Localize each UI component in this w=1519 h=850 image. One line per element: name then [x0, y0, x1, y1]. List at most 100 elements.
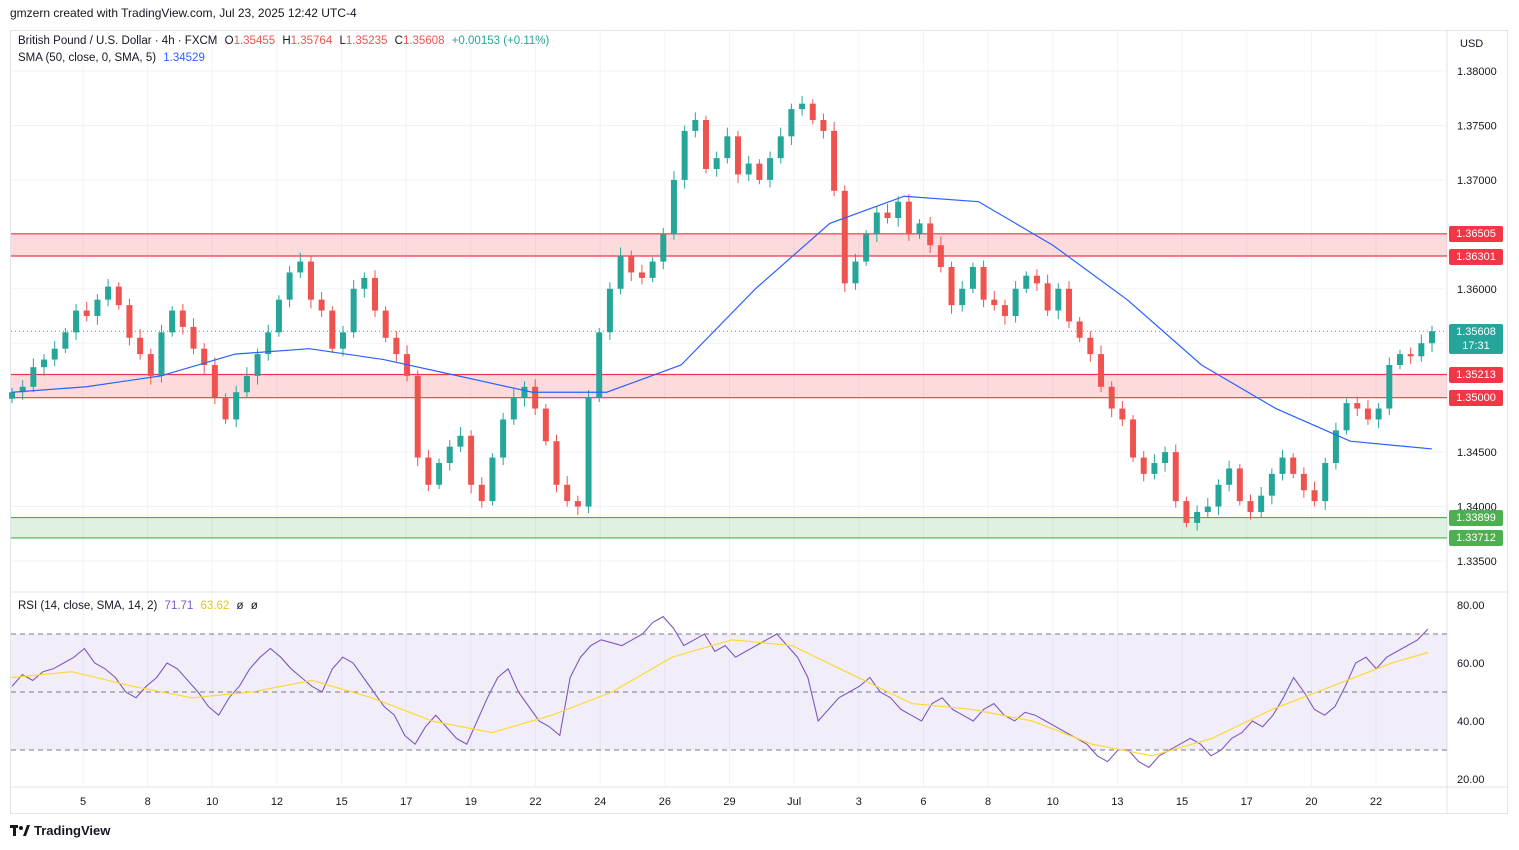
candle-body	[1268, 473, 1275, 496]
candle-body	[521, 386, 528, 398]
candle-body	[126, 305, 133, 338]
candle-body	[532, 386, 539, 409]
candle-body	[681, 130, 688, 180]
zone-mid[interactable]	[11, 374, 1447, 398]
close-label: C1.35608	[394, 35, 445, 47]
candle-body	[670, 179, 677, 235]
candle-body	[425, 457, 432, 485]
candle-body	[628, 256, 635, 273]
support-bottom-tag: 1.33712	[1449, 530, 1503, 546]
candle-body	[1364, 408, 1371, 420]
candle-body	[542, 408, 549, 442]
candle-body	[895, 201, 902, 218]
price-axis-label: 1.33500	[1457, 556, 1497, 568]
chart-frame	[10, 30, 1508, 814]
candle-body	[959, 288, 966, 306]
candle-body	[190, 326, 197, 349]
candle-body	[1300, 473, 1307, 491]
candle-body	[382, 310, 389, 338]
zone-resistance[interactable]	[11, 233, 1447, 257]
time-axis-label: 22	[529, 796, 541, 808]
candle-body	[820, 120, 827, 131]
rsi-legend: RSI (14, close, SMA, 14, 2) 71.71 63.62 …	[18, 600, 262, 612]
candle-body	[1183, 501, 1190, 523]
candle-body	[41, 359, 48, 368]
candle-body	[713, 158, 720, 169]
candle-body	[617, 256, 624, 289]
current-price-tag: 1.35608 17:31	[1449, 324, 1503, 354]
candle-body	[73, 310, 80, 333]
candle-body	[1236, 468, 1243, 502]
candle-body	[969, 267, 976, 289]
mid-bottom-tag: 1.35000	[1449, 390, 1503, 406]
candle-body	[1076, 321, 1083, 338]
main-legend: British Pound / U.S. Dollar · 4h · FXCM …	[18, 35, 553, 47]
sma-legend: SMA (50, close, 0, SMA, 5) 1.34529	[18, 52, 209, 64]
candle-body	[702, 120, 709, 169]
rsi-axis-label: 20.00	[1457, 774, 1485, 786]
time-axis-label: 24	[594, 796, 606, 808]
change-value: +0.00153 (+0.11%)	[451, 35, 550, 47]
candle-body	[799, 103, 806, 110]
candle-body	[1151, 463, 1158, 474]
candle-body	[1204, 506, 1211, 512]
candle-body	[1386, 365, 1393, 409]
time-axis-label: 10	[206, 796, 218, 808]
candle-body	[1343, 403, 1350, 431]
candle-body	[1322, 463, 1329, 502]
resistance-bottom-tag: 1.36301	[1449, 249, 1503, 265]
candle-body	[585, 397, 592, 507]
candle-body	[756, 163, 763, 180]
time-axis-label: 5	[80, 796, 86, 808]
candle-body	[1407, 354, 1414, 357]
candle-body	[1044, 283, 1051, 311]
rsi-sma-value: 63.62	[200, 600, 230, 612]
candle-body	[1396, 354, 1403, 365]
candle-body	[350, 288, 357, 333]
time-axis-label: 15	[1176, 796, 1188, 808]
candle-body	[1247, 501, 1254, 512]
candle-body	[1087, 337, 1094, 355]
candle-body	[606, 288, 613, 333]
candle-body	[692, 120, 699, 131]
candle-body	[169, 310, 176, 333]
time-axis-label: 6	[920, 796, 926, 808]
candle-body	[574, 501, 581, 507]
currency-label[interactable]: USD	[1460, 38, 1484, 50]
open-value: 1.35455	[233, 35, 276, 47]
candle-body	[937, 245, 944, 267]
support-top-tag: 1.33899	[1449, 510, 1503, 526]
time-axis-label: 20	[1305, 796, 1317, 808]
price-axis-label: 1.36000	[1457, 284, 1497, 296]
candle-body	[233, 392, 240, 420]
candle-body	[788, 109, 795, 137]
candle-body	[137, 337, 144, 355]
zone-support[interactable]	[11, 517, 1447, 538]
candle-body	[361, 277, 368, 289]
candle-body	[980, 267, 987, 300]
candle-body	[777, 136, 784, 159]
candle-body	[905, 201, 912, 235]
sma-value: 1.34529	[163, 52, 205, 64]
candle-body	[1375, 408, 1382, 420]
candle-body	[9, 392, 15, 399]
candle-body	[1215, 484, 1222, 507]
candle-body	[1311, 490, 1318, 502]
candle-body	[30, 367, 37, 387]
candle-body	[1108, 386, 1115, 409]
candle-body	[265, 332, 272, 355]
candle-body	[1055, 288, 1062, 311]
tradingview-brand[interactable]: TradingView	[10, 823, 110, 838]
candle-body	[468, 435, 475, 485]
candle-body	[243, 375, 250, 393]
candle-body	[1119, 408, 1126, 420]
candle-body	[222, 397, 229, 420]
candle-body	[841, 190, 848, 284]
candle-body	[1140, 457, 1147, 474]
time-axis-label: 8	[145, 796, 151, 808]
time-axis-label: 15	[335, 796, 347, 808]
candle-body	[767, 158, 774, 180]
candle-body	[596, 332, 603, 398]
time-axis-label: 17	[400, 796, 412, 808]
